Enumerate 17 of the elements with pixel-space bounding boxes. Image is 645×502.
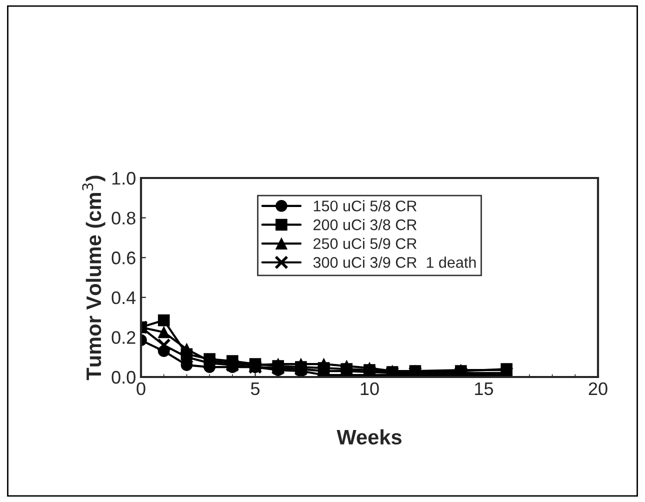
y-tick-label: 0.2 <box>112 331 136 344</box>
legend-label: 150 uCi 5/8 CR <box>314 200 416 212</box>
y-tick-label: 0.0 <box>112 370 136 384</box>
y-tick-label: 0.6 <box>112 252 136 264</box>
x-tick-label: 0 <box>136 382 146 396</box>
x-tick-label: 10 <box>360 382 379 396</box>
legend-label: 250 uCi 5/9 CR <box>314 238 416 250</box>
legend-label: 200 uCi 3/8 CR <box>314 218 416 230</box>
y-tick-label: 1.0 <box>112 172 136 185</box>
y-axis-title: Tumor Volume (cm$^{3}$) <box>82 176 106 380</box>
legend-label: 300 uCi 3/9 CR 1 death <box>313 256 476 268</box>
x-axis-title: Weeks <box>336 429 402 445</box>
y-tick-label: 0.8 <box>112 212 136 225</box>
x-tick-label: 15 <box>475 382 494 396</box>
y-tick-label: 0.4 <box>112 291 136 304</box>
x-tick-label: 5 <box>250 382 260 396</box>
x-tick-label: 20 <box>588 382 608 396</box>
